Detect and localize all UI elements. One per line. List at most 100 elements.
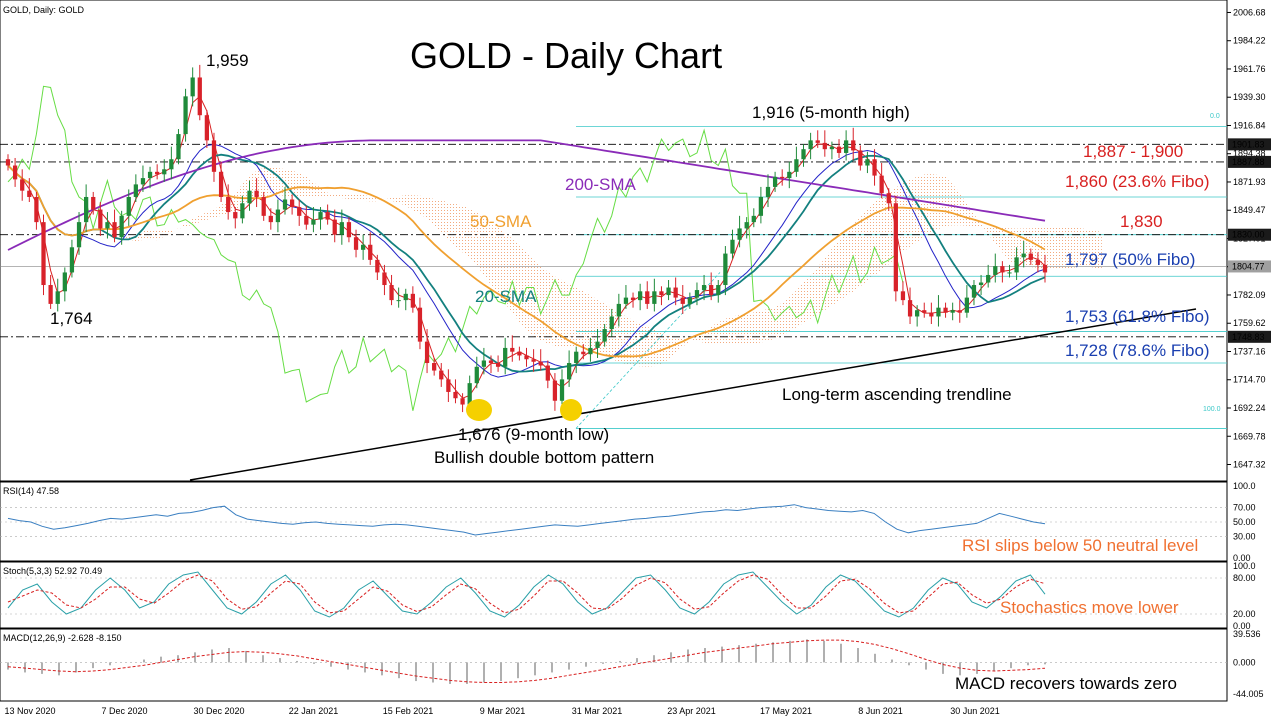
candle-body — [332, 219, 337, 235]
candle-body — [744, 222, 749, 229]
price-tag — [1228, 138, 1271, 151]
candle-body — [311, 219, 316, 225]
candle-body — [645, 291, 650, 304]
price-tag — [1228, 228, 1271, 241]
macd-signal-line — [7, 639, 1046, 683]
symbol-label: GOLD, Daily: GOLD — [3, 5, 85, 15]
candle-body — [254, 190, 259, 197]
candle-body — [694, 290, 700, 298]
indicator-lines — [7, 85, 1046, 411]
candle-body — [140, 178, 146, 185]
candle-body — [488, 360, 494, 364]
candle-body — [886, 193, 891, 204]
candle-body — [69, 247, 75, 273]
sub-indicators: 100.070.0050.0030.000.00100.080.0020.000… — [0, 481, 1264, 699]
candle-body — [204, 115, 210, 141]
candle-body — [737, 228, 742, 240]
price-tag — [1228, 330, 1271, 343]
candle-body — [474, 366, 479, 384]
level-1753-fibo: 1,753 (61.8% Fibo) — [1065, 307, 1210, 326]
candle-body — [1028, 253, 1033, 260]
annotation-double-bottom: Bullish double bottom pattern — [434, 448, 654, 467]
candle-body — [126, 196, 131, 216]
stoch-k-line — [7, 571, 1046, 618]
candle-body — [275, 209, 281, 223]
label-20-sma: 20-SMA — [475, 287, 537, 306]
ascending-trendline — [189, 308, 1197, 481]
candle-body — [268, 215, 273, 223]
candle-body — [673, 287, 678, 298]
candle-body — [659, 291, 664, 296]
x-tick-label: 17 May 2021 — [760, 706, 812, 716]
y-tick-label: 1984.22 — [1233, 36, 1266, 46]
sub-tick-label: -44.005 — [1233, 689, 1264, 699]
cloud-area — [64, 165, 1102, 367]
rsi-note: RSI slips below 50 neutral level — [962, 536, 1198, 555]
rsi-title: RSI(14) 47.58 — [3, 486, 59, 496]
candle-body — [666, 287, 671, 296]
price-tag-label: 1901.83 — [1232, 139, 1265, 149]
candle-body — [382, 272, 387, 286]
candle-body — [361, 244, 366, 250]
stoch-note: Stochastics move lower — [1000, 598, 1179, 617]
candle-body — [574, 351, 579, 364]
sub-tick-label: 0.000 — [1233, 657, 1256, 667]
candle-body — [98, 209, 103, 229]
candle-body — [119, 215, 124, 238]
candle-body — [638, 291, 643, 301]
price-axis: 2006.68 1984.22 1961.76 1939.30 1916.84 1894.… — [1227, 7, 1271, 470]
y-tick-label: 1759.62 — [1233, 318, 1266, 328]
y-tick-label: 1849.47 — [1233, 205, 1266, 215]
candles — [5, 64, 1048, 415]
candle-body — [403, 293, 408, 301]
candle-body — [602, 329, 607, 342]
sub-tick-label: 0.00 — [1233, 553, 1251, 563]
candle-body — [346, 222, 352, 238]
y-tick-label: 1871.93 — [1233, 177, 1266, 187]
candle-body — [545, 365, 550, 381]
candle-body — [701, 285, 707, 291]
x-tick-label: 30 Jun 2021 — [950, 706, 1000, 716]
candle-body — [588, 347, 593, 355]
sub-tick-label: 50.00 — [1233, 517, 1256, 527]
candle-body — [801, 149, 806, 160]
candle-body — [325, 212, 330, 220]
price-tag — [1228, 260, 1271, 273]
price-tag-label: 1887.88 — [1232, 157, 1265, 167]
price-tag-label: 1804.77 — [1232, 261, 1265, 271]
macd-panel — [0, 628, 1228, 702]
candle-body — [652, 291, 657, 304]
label-200-sma: 200-SMA — [565, 175, 637, 194]
candle-body — [858, 150, 863, 166]
candle-body — [169, 159, 174, 170]
candle-body — [432, 363, 437, 371]
stoch-panel — [0, 561, 1228, 629]
candle-body — [368, 244, 373, 260]
y-tick-label: 1961.76 — [1233, 64, 1266, 74]
x-tick-label: 22 Jan 2021 — [289, 706, 339, 716]
level-1887-1900: 1,887 - 1,900 — [1083, 142, 1183, 161]
candle-body — [922, 310, 927, 313]
candle-body — [62, 272, 67, 292]
candle-body — [1042, 264, 1048, 273]
candle-body — [765, 186, 771, 197]
candle-body — [5, 159, 11, 166]
candle-body — [865, 159, 870, 166]
candle-body — [524, 355, 529, 360]
candle-body — [851, 140, 856, 151]
candle-body — [680, 297, 685, 304]
candle-body — [48, 285, 53, 304]
y-tick-label: 1782.09 — [1233, 290, 1266, 300]
sub-tick-label: 39.536 — [1233, 629, 1261, 639]
candle-body — [1000, 266, 1005, 273]
candle-body — [950, 310, 955, 313]
candle-body — [559, 379, 565, 401]
candle-body — [453, 391, 458, 399]
level-1797-fibo: 1,797 (50% Fibo) — [1065, 250, 1195, 269]
macd-note: MACD recovers towards zero — [955, 674, 1177, 693]
candle-body — [460, 398, 465, 405]
candle-body — [936, 307, 941, 317]
candle-body — [943, 307, 948, 313]
y-tick-label: 1647.32 — [1233, 460, 1266, 470]
price-tag-label: 1748.83 — [1232, 332, 1265, 342]
